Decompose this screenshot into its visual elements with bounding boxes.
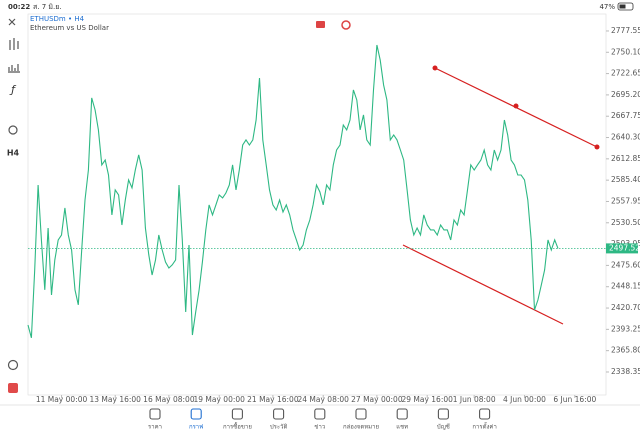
last-price-label: 2497.52 [609,243,640,252]
nav-label[interactable]: ข่าว [314,424,325,431]
y-tick-label: 2420.70 [611,303,640,312]
bottom-nav: ราคา กราฟ การซื้อขาย ประวัติ ข่าว กล่องจดหมาย… [148,408,497,431]
indicators-tool[interactable] [8,64,20,73]
x-tick-label: 4 Jun 00:00 [503,395,546,404]
trendline-handle[interactable] [432,65,438,71]
y-tick-label: 2530.50 [611,218,640,227]
y-tick-label: 2777.55 [611,26,640,35]
y-tick-label: 2722.65 [611,69,640,78]
y-tick-label: 2695.20 [611,90,640,99]
nav-icon[interactable] [479,408,491,420]
left-toolbar: ƒ H4 [7,18,20,393]
symbol-description: Ethereum vs US Dollar [30,24,109,32]
y-tick-label: 2365.80 [611,346,640,355]
nav-label[interactable]: แชท [396,424,408,431]
y-tick-label: 2640.30 [611,133,640,142]
x-tick-label: 29 May 16:00 [401,395,453,404]
function-tool[interactable]: ƒ [9,83,17,96]
y-tick-label: 2667.75 [611,111,640,120]
trendline[interactable] [402,244,564,325]
x-tick-label: 24 May 08:00 [297,395,349,404]
y-tick-label: 2612.85 [611,154,640,163]
indicator-button[interactable] [341,20,351,30]
nav-icon[interactable] [149,408,161,420]
battery-icon [617,2,634,11]
search-tool[interactable] [7,359,19,371]
nav-label[interactable]: การซื้อขาย [223,421,252,431]
nav-label[interactable]: กราฟ [189,424,203,431]
x-tick-label: 11 May 00:00 [36,395,88,404]
trendline-handle[interactable] [513,103,519,109]
last-price-box [606,243,638,254]
timeframe-button[interactable]: H4 [7,149,20,158]
nav-label[interactable]: ประวัติ [270,424,288,431]
y-tick-label: 2750.10 [611,47,640,56]
x-tick-label: 27 May 00:00 [351,395,403,404]
nav-label[interactable]: ราคา [148,424,162,431]
nav-icon[interactable] [314,408,326,420]
battery-level: 47% [599,3,615,11]
y-tick-label: 2338.35 [611,367,640,376]
battery-fill [619,4,626,9]
x-tick-label: 1 Jun 08:00 [453,395,496,404]
crosshair-tool[interactable] [8,18,16,26]
x-tick-label: 16 May 08:00 [143,395,195,404]
y-tick-label: 2557.95 [611,196,640,205]
nav-icon[interactable] [231,408,243,420]
trade-button[interactable] [316,21,325,28]
nav-label[interactable]: บัญชี [437,423,450,431]
x-tick-label: 21 May 16:00 [247,395,299,404]
x-tick-label: 6 Jun 16:00 [553,395,596,404]
chart-type-tool[interactable] [9,38,19,50]
x-tick-label: 13 May 16:00 [90,395,142,404]
nav-icon[interactable] [190,408,202,420]
status-time: 00:22 [8,3,30,11]
status-date: ส. 7 มิ.ย. [33,3,62,11]
y-tick-label: 2475.60 [611,260,640,269]
one-click-trade[interactable] [8,383,18,393]
y-tick-label: 2448.15 [611,282,640,291]
y-tick-label: 2393.25 [611,324,640,333]
symbol-title: ETHUSDm • H4 [30,15,85,23]
nav-icon[interactable] [437,408,449,420]
nav-label[interactable]: กล่องจดหมาย [343,424,379,431]
objects-tool[interactable] [8,125,18,135]
x-tick-label: 19 May 00:00 [193,395,245,404]
trendlines [402,65,600,325]
nav-icon[interactable] [273,408,285,420]
nav-label[interactable]: การตั้งค่า [472,421,496,431]
nav-icon[interactable] [396,408,408,420]
price-line [27,44,559,339]
trendline-handle[interactable] [594,144,600,150]
nav-icon[interactable] [355,408,367,420]
y-tick-label: 2585.40 [611,175,640,184]
plot-frame [27,13,607,396]
